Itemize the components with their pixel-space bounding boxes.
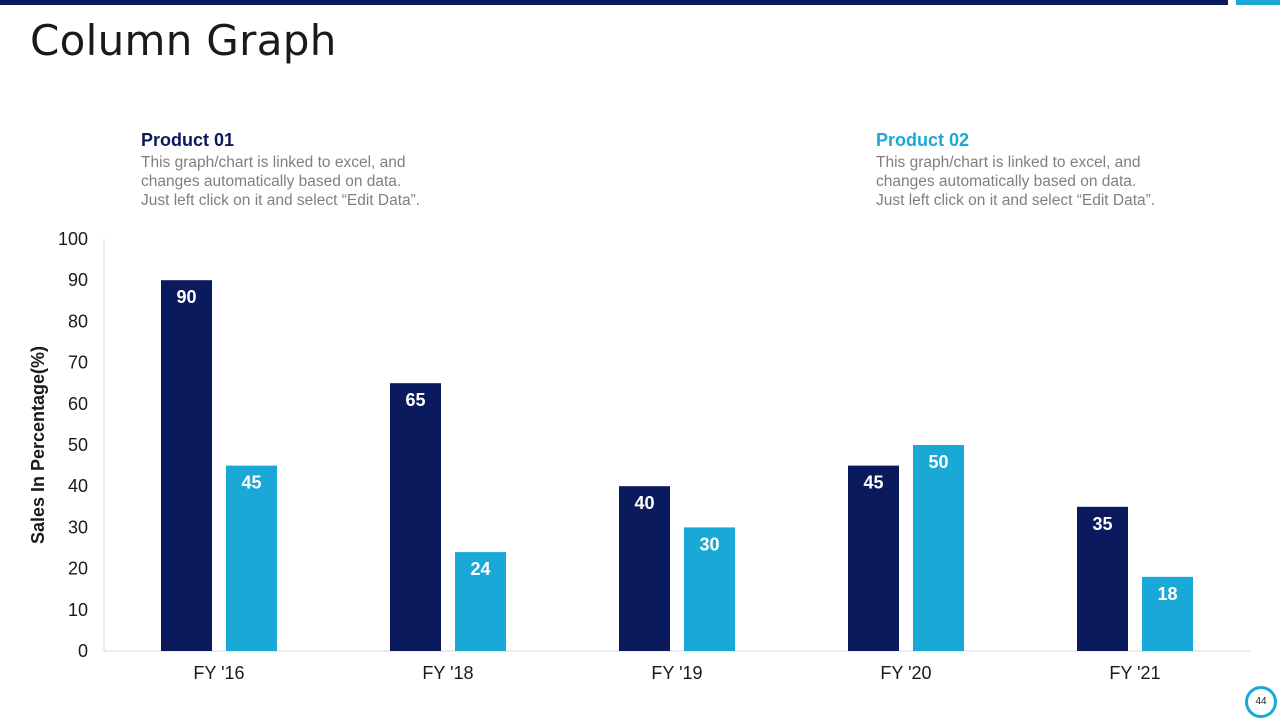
bar-value-label: 35 — [1092, 514, 1112, 534]
y-tick-label: 20 — [68, 559, 88, 579]
y-tick-label: 10 — [68, 600, 88, 620]
bar-product-01 — [390, 383, 441, 651]
bar-product-02 — [913, 445, 964, 651]
y-axis-title: Sales In Percentage(%) — [28, 346, 48, 544]
bar-product-02 — [455, 552, 506, 651]
legend-product-02: Product 02 This graph/chart is linked to… — [876, 130, 1196, 210]
legend-product-02-description: This graph/chart is linked to excel, and… — [876, 153, 1196, 210]
bar-value-label: 65 — [405, 390, 425, 410]
top-accent-bar-dark — [0, 0, 1228, 5]
bar-value-label: 45 — [241, 473, 261, 493]
y-tick-label: 40 — [68, 476, 88, 496]
legend-product-02-desc-line: This graph/chart is linked to excel, and — [876, 154, 1141, 171]
bar-value-label: 18 — [1157, 584, 1177, 604]
bar-value-label: 30 — [699, 534, 719, 554]
y-tick-label: 100 — [58, 229, 88, 249]
y-tick-label: 70 — [68, 353, 88, 373]
x-tick-label: FY '21 — [1109, 663, 1160, 683]
y-tick-label: 80 — [68, 311, 88, 331]
legend-product-01-description: This graph/chart is linked to excel, and… — [141, 153, 461, 210]
bar-value-label: 50 — [928, 452, 948, 472]
legend-product-01-desc-line: This graph/chart is linked to excel, and — [141, 154, 406, 171]
bar-product-02 — [1142, 576, 1193, 651]
y-tick-label: 60 — [68, 394, 88, 414]
y-tick-label: 30 — [68, 517, 88, 537]
legend-product-02-desc-line: Just left click on it and select “Edit D… — [876, 192, 1156, 209]
bar-product-01 — [161, 280, 212, 651]
legend-product-02-desc-line: changes automatically based on data. — [876, 173, 1137, 190]
x-tick-label: FY '18 — [422, 663, 473, 683]
bar-product-02 — [226, 465, 277, 651]
bar-product-01 — [848, 465, 899, 651]
legend-product-01-desc-line: changes automatically based on data. — [141, 173, 402, 190]
bar-value-label: 45 — [863, 473, 883, 493]
legend-product-01-title: Product 01 — [141, 130, 235, 150]
y-tick-label: 90 — [68, 270, 88, 290]
bar-product-01 — [619, 486, 670, 651]
legend-product-02-title: Product 02 — [876, 130, 970, 150]
legend-product-01: Product 01 This graph/chart is linked to… — [141, 130, 461, 210]
top-accent-bar-light — [1236, 0, 1280, 5]
page-title: Column Graph — [30, 16, 337, 65]
x-tick-label: FY '19 — [651, 663, 702, 683]
bar-value-label: 90 — [176, 287, 196, 307]
page-number-badge: 44 — [1245, 686, 1277, 718]
bar-value-label: 24 — [470, 559, 490, 579]
legend-product-01-desc-line: Just left click on it and select “Edit D… — [141, 192, 421, 209]
y-tick-label: 0 — [78, 641, 88, 661]
x-tick-label: FY '16 — [193, 663, 244, 683]
bar-product-01 — [1077, 506, 1128, 651]
y-tick-label: 50 — [68, 435, 88, 455]
bar-product-02 — [684, 527, 735, 651]
x-tick-label: FY '20 — [880, 663, 931, 683]
bar-value-label: 40 — [634, 493, 654, 513]
